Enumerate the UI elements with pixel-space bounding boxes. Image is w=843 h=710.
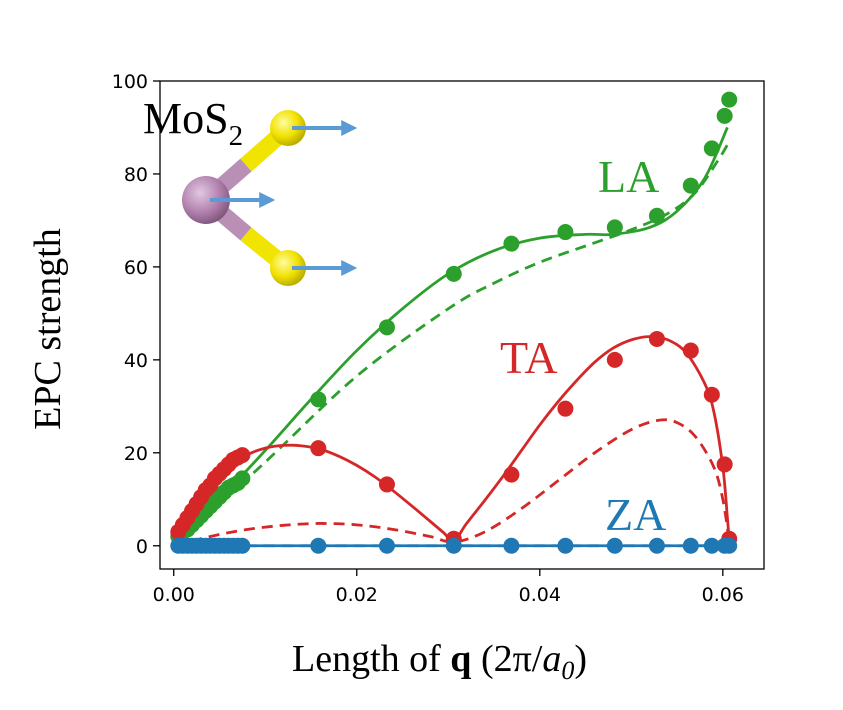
- y-tick-label-2: 40: [124, 350, 148, 372]
- point-la-15: [310, 391, 327, 408]
- point-za-15: [310, 537, 327, 554]
- fit-curve-ta: [172, 335, 731, 543]
- x-tick-label-3: 0.06: [702, 584, 744, 606]
- y-tick-label-1: 20: [124, 443, 148, 465]
- point-za-23: [703, 537, 720, 554]
- point-za-19: [557, 537, 574, 554]
- point-ta-15: [310, 440, 327, 457]
- point-la-21: [648, 207, 665, 224]
- point-za-20: [606, 537, 623, 554]
- series-label-la: LA: [598, 151, 659, 202]
- point-la-17: [445, 265, 462, 282]
- point-la-19: [557, 224, 574, 241]
- point-za-22: [682, 537, 699, 554]
- axis-ticks: 0.00 0.02 0.04 0.06 0 20 40 60 80 100: [112, 71, 744, 606]
- point-la-22: [682, 177, 699, 194]
- y-tick-label-3: 60: [124, 257, 148, 279]
- mos2-molecule-inset: [182, 110, 358, 286]
- y-tick-label-4: 80: [124, 164, 148, 186]
- point-la-18: [503, 235, 520, 252]
- point-la-24: [716, 107, 733, 124]
- point-za-16: [378, 537, 395, 554]
- point-za-14: [234, 537, 251, 554]
- axes-frame: [159, 80, 765, 570]
- point-ta-18: [503, 466, 520, 483]
- model-curve-ta: [173, 418, 731, 548]
- y-tick-label-0: 0: [136, 536, 148, 558]
- y-axis-label: EPC strength: [27, 228, 69, 430]
- sulfur-atom-bottom: [270, 250, 306, 286]
- point-za-17: [445, 537, 462, 554]
- point-ta-16: [378, 476, 395, 493]
- point-ta-23: [703, 386, 720, 403]
- molecule-label: MoS2: [143, 94, 243, 152]
- model-curve-la: [172, 140, 731, 547]
- point-la-20: [606, 219, 623, 236]
- point-za-25: [721, 537, 738, 554]
- fit-curve-la: [172, 126, 729, 547]
- point-la-23: [703, 140, 720, 157]
- point-la-16: [378, 319, 395, 336]
- molybdenum-atom: [182, 176, 230, 224]
- x-tick-label-0: 0.00: [153, 584, 195, 606]
- series-label-ta: TA: [500, 332, 558, 383]
- point-ta-19: [557, 400, 574, 417]
- point-za-18: [503, 537, 520, 554]
- x-tick-label-2: 0.04: [519, 584, 561, 606]
- point-ta-24: [716, 456, 733, 473]
- data-points: [170, 91, 738, 554]
- y-tick-label-5: 100: [112, 71, 148, 93]
- point-ta-20: [606, 351, 623, 368]
- point-la-14: [234, 470, 251, 487]
- x-tick-label-1: 0.02: [336, 584, 378, 606]
- point-la-25: [721, 91, 738, 108]
- point-ta-22: [682, 342, 699, 359]
- point-ta-21: [648, 330, 665, 347]
- point-ta-14: [234, 447, 251, 464]
- sulfur-atom-top: [270, 110, 306, 146]
- x-axis-label: Length of q (2π/a0): [292, 638, 587, 685]
- series-label-za: ZA: [605, 489, 666, 540]
- point-za-21: [648, 537, 665, 554]
